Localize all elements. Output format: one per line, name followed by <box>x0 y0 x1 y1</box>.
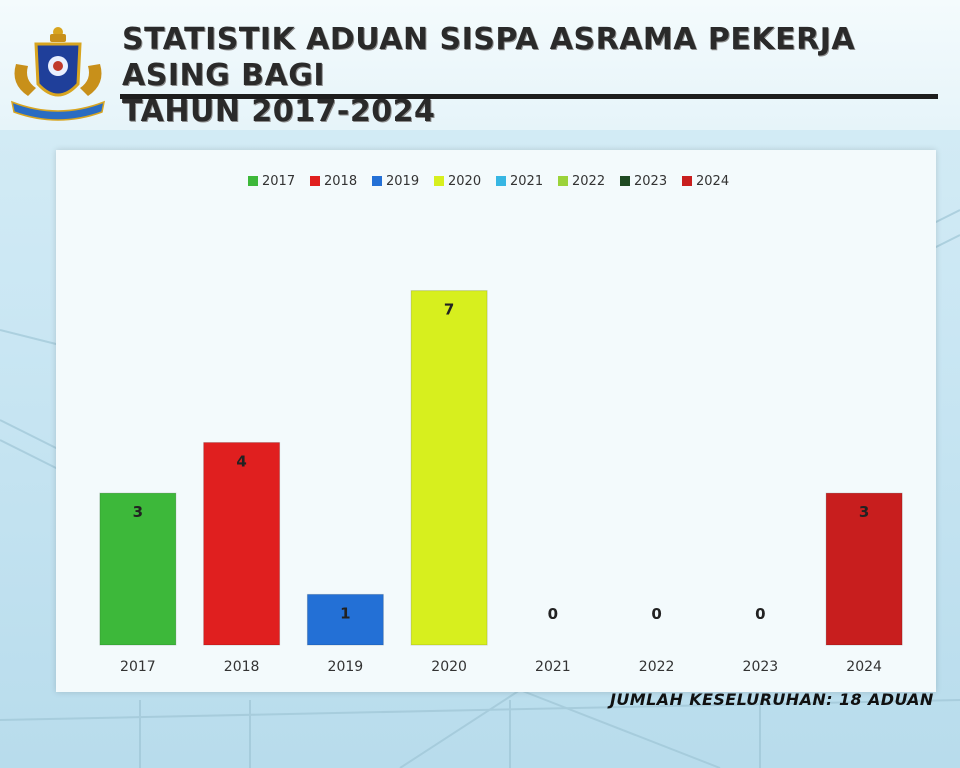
legend-swatch-2018 <box>310 176 320 186</box>
header-band <box>0 0 960 130</box>
data-label-2019: 1 <box>340 604 350 622</box>
page-title: STATISTIK ADUAN SISPA ASRAMA PEKERJA ASI… <box>122 22 942 130</box>
legend-swatch-2022 <box>558 176 568 186</box>
legend-swatch-2021 <box>496 176 506 186</box>
data-label-2024: 3 <box>859 503 869 521</box>
data-label-2017: 3 <box>133 503 143 521</box>
legend-swatch-2019 <box>372 176 382 186</box>
legend-label-2017: 2017 <box>262 174 295 189</box>
category-label-2019: 2019 <box>328 659 364 675</box>
bar-2024 <box>825 492 903 646</box>
title-underline <box>120 94 938 99</box>
legend-swatch-2023 <box>620 176 630 186</box>
legend-label-2021: 2021 <box>510 174 543 189</box>
category-label-2018: 2018 <box>224 659 260 675</box>
bar-2019 <box>306 593 384 646</box>
data-label-2022: 0 <box>651 605 661 623</box>
total-complaints-label: JUMLAH KESELURUHAN: 18 ADUAN <box>610 690 934 709</box>
chart-panel: 2017 2018 2019 2020 2021 2022 2023 2024 3 2017 4 20… <box>56 150 936 692</box>
data-label-2021: 0 <box>548 605 558 623</box>
legend-label-2024: 2024 <box>696 174 729 189</box>
category-label-2022: 2022 <box>639 659 675 675</box>
legend-swatch-2020 <box>434 176 444 186</box>
legend-label-2022: 2022 <box>572 174 605 189</box>
bar-2017 <box>99 492 177 646</box>
title-line-2: TAHUN 2017-2024 <box>122 94 436 129</box>
municipal-crest-icon <box>10 27 106 121</box>
category-label-2024: 2024 <box>846 659 882 675</box>
legend-swatch-2024 <box>682 176 692 186</box>
legend-label-2019: 2019 <box>386 174 419 189</box>
data-label-2018: 4 <box>236 453 246 471</box>
category-label-2017: 2017 <box>120 659 156 675</box>
bar-chart: 2017 2018 2019 2020 2021 2022 2023 2024 3 2017 4 20… <box>99 174 903 675</box>
category-label-2021: 2021 <box>535 659 571 675</box>
bar-2018 <box>203 442 281 646</box>
category-label-2023: 2023 <box>743 659 779 675</box>
category-label-2020: 2020 <box>431 659 467 675</box>
bar-2020 <box>410 290 488 646</box>
legend-label-2018: 2018 <box>324 174 357 189</box>
data-label-2023: 0 <box>755 605 765 623</box>
legend-swatch-2017 <box>248 176 258 186</box>
legend-label-2020: 2020 <box>448 174 481 189</box>
data-label-2020: 7 <box>444 301 454 319</box>
title-line-1: STATISTIK ADUAN SISPA ASRAMA PEKERJA ASI… <box>122 22 856 93</box>
legend-label-2023: 2023 <box>634 174 667 189</box>
